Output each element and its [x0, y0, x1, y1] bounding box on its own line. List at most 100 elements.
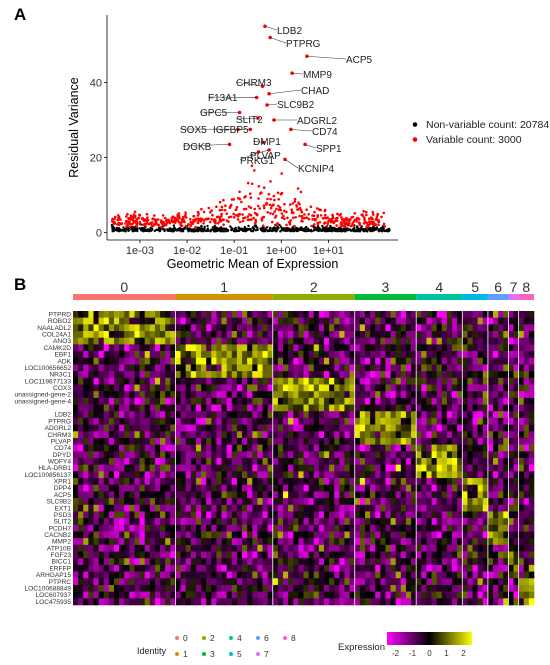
heatmap-cell [257, 504, 263, 512]
heatmap-cell [508, 331, 514, 339]
heatmap-cell [421, 324, 427, 332]
heatmap-cell [190, 571, 197, 579]
heatmap-cell [303, 504, 309, 512]
heatmap-cell [272, 558, 279, 566]
heatmap-cell [528, 404, 535, 412]
heatmap-cell [119, 491, 125, 499]
heatmap-cell [206, 458, 212, 465]
heatmap-cell [334, 391, 340, 399]
heatmap-cell [180, 484, 186, 492]
heatmap-cell [73, 337, 79, 345]
heatmap-cell [375, 364, 381, 372]
heatmap-cell [298, 371, 304, 379]
heatmap-cell [323, 364, 330, 372]
heatmap-cell [262, 417, 268, 425]
heatmap-cell [452, 478, 458, 486]
heatmap-cell [493, 464, 499, 472]
heatmap-cell [498, 437, 504, 445]
heatmap-cell [385, 478, 391, 486]
heatmap-cell [323, 571, 330, 579]
heatmap-cell [129, 344, 135, 352]
heatmap-cell [477, 504, 484, 512]
heatmap-cell [113, 458, 120, 465]
heatmap-cell [103, 344, 110, 352]
non-variable-point [387, 227, 391, 231]
variable-point [340, 222, 344, 226]
heatmap-cell [195, 551, 202, 559]
heatmap-cell [329, 384, 335, 392]
heatmap-cell [354, 391, 361, 399]
heatmap-cell [380, 311, 386, 318]
heatmap-cell [452, 511, 458, 519]
heatmap-cell [185, 404, 192, 412]
heatmap-cell [487, 444, 494, 452]
heatmap-cell [195, 437, 202, 445]
heatmap-cell [262, 531, 268, 539]
heatmap-cell [452, 331, 458, 339]
non-variable-point [110, 224, 114, 227]
variable-point [313, 210, 316, 214]
heatmap-cell [129, 417, 135, 425]
heatmap-cell [370, 504, 376, 512]
heatmap-cell [508, 498, 514, 506]
non-variable-point [361, 228, 364, 231]
heatmap-cell [308, 478, 315, 486]
heatmap-cell [288, 524, 294, 532]
heatmap-cell [119, 351, 125, 359]
heatmap-cell [93, 571, 99, 579]
heatmap-cell [108, 351, 115, 359]
heatmap-cell [457, 558, 463, 566]
heatmap-cell [144, 478, 151, 486]
heatmap-cell [518, 424, 525, 432]
heatmap-cell [411, 498, 417, 506]
heatmap-cell [195, 411, 202, 419]
heatmap-cell [124, 484, 130, 492]
heatmap-cell [457, 531, 463, 539]
heatmap-cell [252, 551, 258, 559]
heatmap-cell [216, 498, 222, 506]
heatmap-cell [119, 551, 125, 559]
variable-point [298, 202, 301, 206]
cluster-label: 3 [382, 279, 390, 295]
heatmap-cell [323, 391, 330, 399]
heatmap-cell [226, 498, 233, 506]
variable-point [276, 222, 279, 225]
heatmap-cell [482, 404, 489, 412]
heatmap-cell [411, 478, 417, 486]
heatmap-cell [513, 478, 519, 486]
heatmap-cell [503, 458, 509, 465]
heatmap-cell [221, 351, 227, 359]
heatmap-cell [93, 478, 99, 486]
variable-point [293, 224, 296, 228]
heatmap-cell [436, 518, 443, 526]
heatmap-cell [267, 471, 274, 479]
heatmap-cell [83, 464, 89, 472]
variable-point [207, 206, 211, 210]
heatmap-cell [359, 331, 366, 339]
heatmap-cell [482, 351, 489, 359]
heatmap-cell [493, 571, 499, 579]
heatmap-cell [400, 444, 407, 452]
heatmap-cell [129, 371, 135, 379]
heatmap-cell [349, 531, 356, 539]
heatmap-cell [400, 344, 407, 352]
heatmap-cell [329, 578, 335, 586]
heatmap-cell [149, 364, 156, 372]
heatmap-cell [262, 484, 268, 492]
variable-point [252, 216, 255, 220]
heatmap-cell [487, 451, 494, 459]
heatmap-cell [334, 558, 340, 566]
heatmap-cell [329, 471, 335, 479]
heatmap-cell [339, 491, 345, 499]
heatmap-cell [334, 578, 340, 586]
heatmap-cell [482, 397, 489, 405]
variable-point [321, 216, 325, 220]
heatmap-cell [88, 544, 94, 552]
heatmap-cell [139, 538, 146, 546]
heatmap-cell [78, 464, 84, 472]
variable-point [313, 218, 317, 222]
heatmap-cell [364, 431, 371, 439]
variable-point [272, 194, 276, 198]
heatmap-cell [498, 344, 504, 352]
heatmap-cell [267, 351, 274, 359]
